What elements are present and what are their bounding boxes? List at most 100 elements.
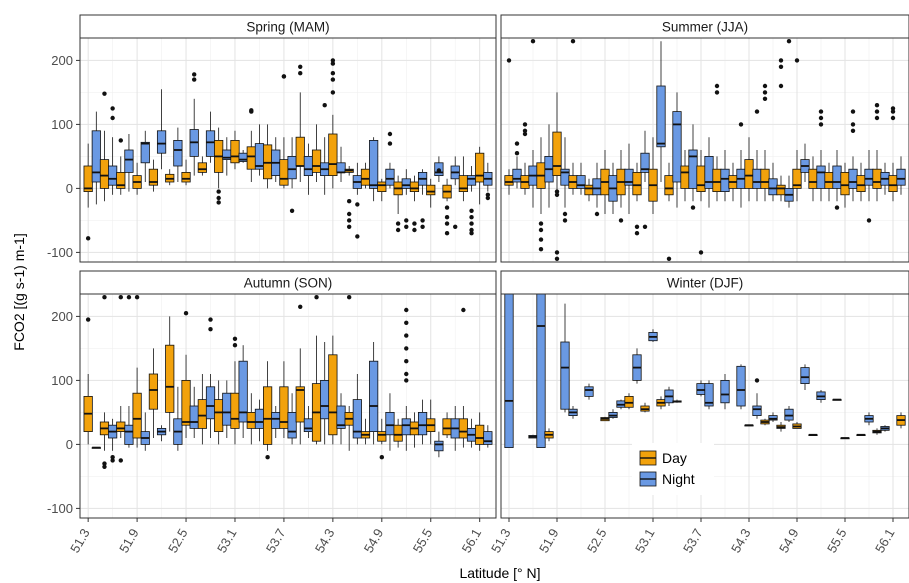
outlier-point xyxy=(395,227,401,233)
box-night xyxy=(287,393,297,445)
outlier-point xyxy=(469,215,474,220)
outlier-point xyxy=(818,115,824,121)
outlier-point xyxy=(330,61,336,66)
outlier-point xyxy=(794,58,800,63)
box-day xyxy=(409,175,420,233)
box-body xyxy=(816,165,826,189)
box-body xyxy=(475,152,485,183)
box-body xyxy=(560,341,570,410)
box-body xyxy=(417,411,428,436)
box-day xyxy=(808,433,818,436)
box-body xyxy=(279,386,289,429)
x-tick-label: 53.7 xyxy=(680,526,706,555)
outlier-point xyxy=(355,234,360,239)
x-tick-label: 54.9 xyxy=(776,526,802,555)
box-night xyxy=(848,109,858,202)
box-body xyxy=(360,168,371,186)
box-night xyxy=(173,386,183,451)
x-tick-label: 51.9 xyxy=(116,526,142,555)
box-body xyxy=(680,165,690,189)
outlier-point xyxy=(404,371,409,377)
outlier-point xyxy=(110,455,115,460)
outlier-point xyxy=(778,58,784,63)
box-night xyxy=(736,122,746,208)
box-night xyxy=(466,166,477,236)
outlier-point xyxy=(298,71,303,76)
panel-title: Winter (DJF) xyxy=(667,276,744,291)
box-body xyxy=(328,354,338,436)
outlier-point xyxy=(762,96,768,102)
outlier-point xyxy=(216,189,221,194)
box-day xyxy=(295,304,305,445)
box-body xyxy=(736,365,746,407)
box-day xyxy=(672,399,682,403)
outlier-point xyxy=(404,359,409,364)
outlier-point xyxy=(874,115,880,121)
y-axis: -100 0 100 200 -100 0 100 200 xyxy=(47,53,80,516)
box-night xyxy=(784,406,794,422)
legend: Day Night xyxy=(632,443,714,495)
box-night xyxy=(189,72,199,176)
box-night xyxy=(156,89,167,170)
box-body xyxy=(116,421,126,433)
outlier-point xyxy=(506,58,512,63)
outlier-point xyxy=(395,221,401,226)
outlier-point xyxy=(232,343,238,348)
box-night xyxy=(369,342,379,445)
box-night xyxy=(800,143,810,182)
box-night xyxy=(173,127,183,182)
outlier-point xyxy=(618,218,624,223)
panels-layer: Spring (MAM) Summer (JJA) Autumn (SON) Wint… xyxy=(79,14,909,519)
box-day xyxy=(792,422,802,429)
box-body xyxy=(832,165,842,189)
box-night xyxy=(238,345,248,438)
box-body xyxy=(254,408,265,429)
box-day xyxy=(181,159,191,186)
box-day xyxy=(328,335,338,445)
outlier-point xyxy=(698,250,704,255)
y-tick-label: 0 xyxy=(66,437,73,452)
y-tick-label: 0 xyxy=(66,181,73,196)
box-night xyxy=(385,131,395,189)
box-body xyxy=(864,168,874,186)
box-body xyxy=(214,399,224,433)
outlier-point xyxy=(890,115,896,121)
box-day xyxy=(377,418,387,460)
box-body xyxy=(712,168,722,192)
box-body xyxy=(752,168,762,189)
outlier-point xyxy=(355,202,360,207)
box-body xyxy=(99,159,110,189)
outlier-point xyxy=(538,237,544,242)
outlier-point xyxy=(191,77,197,82)
outlier-point xyxy=(690,205,696,210)
box-body xyxy=(246,411,256,429)
box-body xyxy=(393,424,403,442)
box-day xyxy=(872,103,882,202)
box-day xyxy=(832,398,842,401)
outlier-point xyxy=(762,90,768,95)
box-night xyxy=(140,412,150,451)
outlier-point xyxy=(666,256,672,261)
box-body xyxy=(768,178,778,196)
outlier-point xyxy=(134,295,140,300)
box-body xyxy=(377,431,387,442)
box-body xyxy=(156,130,167,154)
box-body xyxy=(295,136,305,167)
panel-background xyxy=(501,38,909,262)
box-body xyxy=(352,399,362,439)
box-day xyxy=(624,393,634,410)
outlier-point xyxy=(890,106,896,111)
outlier-point xyxy=(818,109,824,114)
box-day xyxy=(230,130,240,170)
outlier-point xyxy=(778,64,784,70)
outlier-point xyxy=(404,224,409,229)
panel-1: Summer (JJA) xyxy=(500,14,909,263)
outlier-point xyxy=(850,122,856,127)
box-night xyxy=(91,111,101,205)
x-tick-label: 52.5 xyxy=(165,526,191,555)
box-night xyxy=(752,109,762,202)
box-body xyxy=(148,168,159,186)
box-body xyxy=(592,178,602,196)
outlier-point xyxy=(461,307,466,313)
